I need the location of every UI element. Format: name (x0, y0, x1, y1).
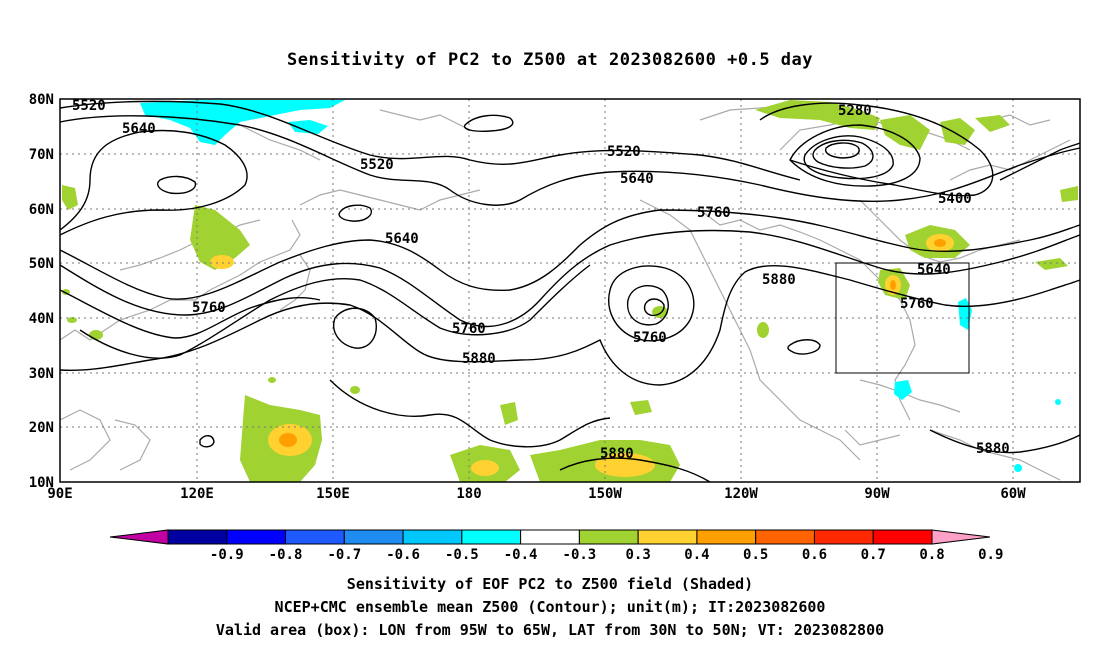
lat-label: 60N (29, 202, 54, 218)
lat-label: 20N (29, 420, 54, 436)
colorbar-swatch (167, 529, 228, 545)
lat-label: 40N (29, 311, 54, 327)
caption-line-3: Valid area (box): LON from 95W to 65W, L… (215, 621, 885, 639)
sensitivity-positive (62, 100, 1078, 482)
z500-contours (59, 100, 1081, 483)
colorbar-swatch (402, 529, 463, 545)
map-title: Sensitivity of PC2 to Z500 at 2023082600… (286, 50, 813, 70)
colorbar-min-arrow (109, 529, 169, 545)
colorbar-label: -0.6 (386, 547, 420, 563)
contour-label: 5760 (452, 321, 486, 337)
contour-label: 5880 (976, 441, 1010, 457)
colorbar-swatch (285, 529, 345, 545)
contour-label: 5520 (72, 98, 106, 114)
colorbar-label: -0.7 (327, 547, 361, 563)
lon-label: 90E (47, 486, 72, 502)
colorbar-label: 0.4 (684, 547, 709, 563)
map-frame-fill (60, 99, 1080, 482)
lat-label: 50N (29, 256, 54, 272)
contour-labels: 5520 5640 5520 5640 5760 5760 5880 5520 … (72, 98, 1010, 462)
colorbar-label: 0.6 (802, 547, 827, 563)
caption-line-2: NCEP+CMC ensemble mean Z500 (Contour); u… (274, 598, 826, 616)
lon-label: 180 (456, 486, 481, 502)
contour-label: 5880 (600, 446, 634, 462)
lat-label: 10N (29, 475, 54, 491)
lon-label: 150W (588, 486, 622, 502)
contour-label: 5640 (385, 231, 419, 247)
contour-label: 5760 (900, 296, 934, 312)
contour-label: 5880 (762, 272, 796, 288)
colorbar-label: 0.8 (919, 547, 944, 563)
lon-label: 120E (180, 486, 214, 502)
lat-label: 80N (29, 92, 54, 108)
colorbar-label: -0.4 (504, 547, 538, 563)
colorbar-swatch (226, 529, 287, 545)
caption-line-1: Sensitivity of EOF PC2 to Z500 field (Sh… (346, 575, 754, 593)
lon-label: 120W (724, 486, 758, 502)
colorbar-label: -0.8 (269, 547, 303, 563)
colorbar-label: 0.5 (743, 547, 768, 563)
lon-label: 90W (864, 486, 890, 502)
colorbar-label: -0.5 (445, 547, 479, 563)
contour-label: 5640 (917, 262, 951, 278)
colorbar-swatch (872, 529, 933, 545)
colorbar-label: 0.7 (861, 547, 886, 563)
colorbar-swatch (755, 529, 815, 545)
colorbar-label: 0.9 (978, 547, 1003, 563)
colorbar-max-arrow (931, 529, 991, 545)
lon-axis: 90E 120E 150E 180 150W 120W 90W 60W (47, 486, 1026, 502)
lat-axis: 80N 70N 60N 50N 40N 30N 20N 10N (29, 92, 54, 491)
lon-label: 60W (1000, 486, 1026, 502)
contour-label: 5760 (633, 330, 667, 346)
contour-label: 5760 (192, 300, 226, 316)
contour-label: 5640 (122, 121, 156, 137)
colorbar-swatch (578, 529, 639, 545)
contour-label: 5640 (620, 171, 654, 187)
map-frame (59, 98, 1081, 483)
contour-label: 5880 (462, 351, 496, 367)
colorbar: -0.9 -0.8 -0.7 -0.6 -0.5 -0.4 -0.3 0.3 0.4 0.5 0.6… (109, 529, 1003, 563)
contour-label: 5760 (697, 205, 731, 221)
valid-area-box (835, 262, 970, 374)
lat-label: 70N (29, 147, 54, 163)
contour-label: 5520 (607, 144, 641, 160)
colorbar-swatch (461, 529, 522, 545)
contour-label: 5280 (838, 103, 872, 119)
lat-label: 30N (29, 366, 54, 382)
contour-label: 5520 (360, 157, 394, 173)
sensitivity-map: 5520 5640 5520 5640 5760 5760 5880 5520 … (29, 92, 1081, 563)
lon-label: 150E (316, 486, 350, 502)
colorbar-label: -0.3 (563, 547, 597, 563)
colorbar-swatch (343, 529, 404, 545)
contour-label: 5400 (938, 191, 972, 207)
colorbar-label: -0.9 (210, 547, 244, 563)
colorbar-swatch (813, 529, 874, 545)
colorbar-label: 0.3 (626, 547, 651, 563)
colorbar-swatch (696, 529, 757, 545)
colorbar-swatch (520, 529, 580, 545)
colorbar-swatch (637, 529, 698, 545)
